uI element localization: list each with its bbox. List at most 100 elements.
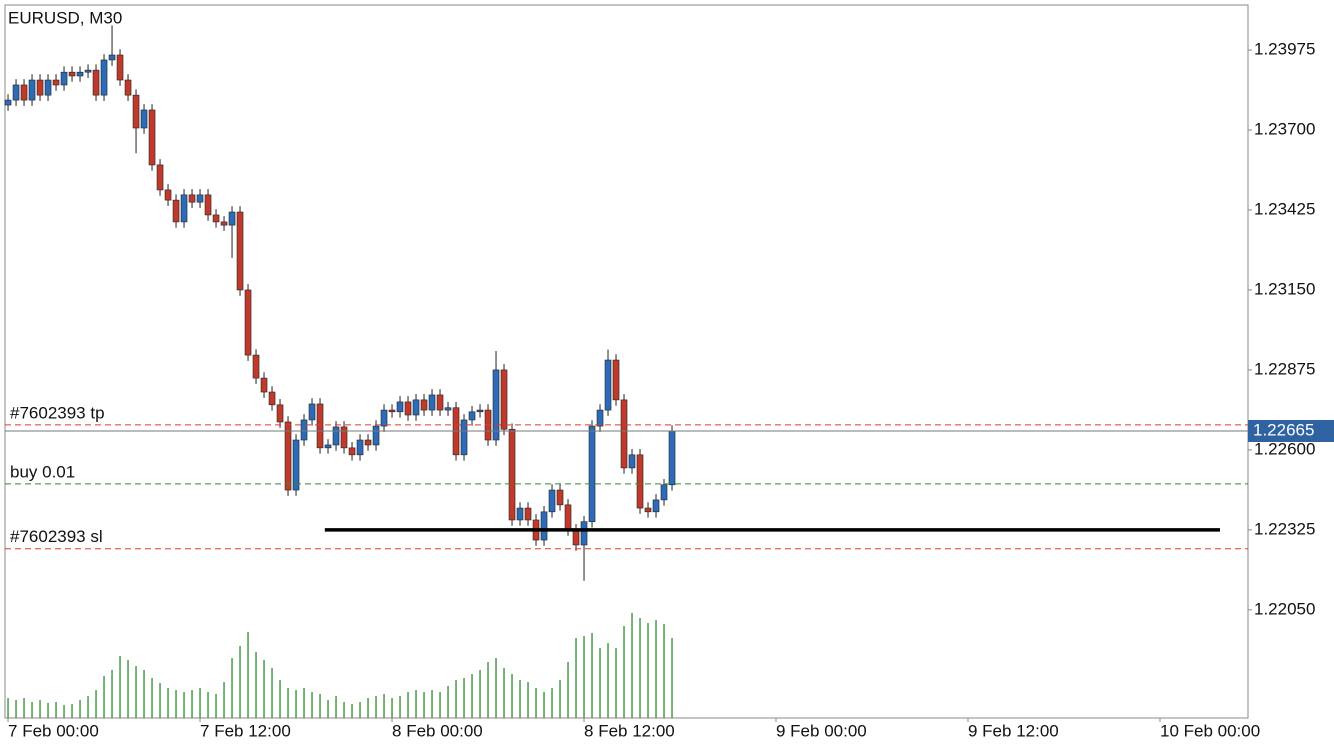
- candle-body: [468, 411, 476, 421]
- candle-body: [220, 221, 228, 226]
- candle-body: [28, 79, 36, 101]
- y-tick-label: 1.23700: [1254, 120, 1315, 139]
- candle-body: [84, 69, 92, 73]
- x-tick-label: 9 Feb 00:00: [776, 721, 867, 740]
- current-price-label: 1.22665: [1253, 420, 1314, 439]
- candle-body: [500, 369, 508, 430]
- candle-body: [300, 419, 308, 441]
- candle-body: [524, 507, 532, 521]
- candle-body: [668, 430, 676, 486]
- y-tick-label: 1.23425: [1254, 199, 1315, 218]
- candle-body: [628, 454, 636, 469]
- candle-body: [620, 399, 628, 469]
- candle-body: [436, 394, 444, 411]
- order-level-label: #7602393 sl: [10, 527, 103, 546]
- candle-body: [396, 401, 404, 413]
- candle-body: [196, 194, 204, 203]
- y-tick-label: 1.23150: [1254, 279, 1315, 298]
- candle-body: [380, 409, 388, 427]
- candle-body: [636, 454, 644, 509]
- candle-body: [164, 189, 172, 201]
- chart-title: EURUSD, M30: [8, 8, 122, 27]
- candle-body: [548, 489, 556, 513]
- candle-body: [564, 504, 572, 531]
- candle-body: [324, 444, 332, 449]
- current-price-box: [1248, 419, 1334, 442]
- x-tick-label: 9 Feb 12:00: [968, 721, 1059, 740]
- candle-body: [228, 211, 236, 226]
- candle-body: [100, 59, 108, 96]
- candle-body: [572, 529, 580, 546]
- candle-body: [148, 109, 156, 166]
- candle-body: [420, 399, 428, 411]
- candle-body: [292, 439, 300, 491]
- candle-body: [76, 71, 84, 77]
- x-tick-label: 8 Feb 12:00: [584, 721, 675, 740]
- candle-body: [116, 54, 124, 81]
- candle-body: [244, 289, 252, 356]
- candle-body: [444, 407, 452, 411]
- candle-body: [308, 403, 316, 421]
- candle-body: [156, 164, 164, 191]
- candle-body: [52, 79, 60, 86]
- plot-frame: [4, 4, 1249, 719]
- candle-body: [252, 354, 260, 379]
- candle-body: [348, 447, 356, 456]
- candle-body: [268, 391, 276, 406]
- candle-body: [652, 499, 660, 513]
- candle-body: [92, 69, 100, 96]
- candle-body: [428, 394, 436, 411]
- candle-body: [260, 377, 268, 393]
- candle-body: [412, 399, 420, 416]
- x-tick-label: 8 Feb 00:00: [392, 721, 483, 740]
- order-level-label: #7602393 tp: [10, 403, 105, 422]
- candle-body: [596, 409, 604, 427]
- candle-body: [68, 71, 76, 77]
- candle-body: [612, 359, 620, 401]
- candle-body: [508, 428, 516, 521]
- candle-body: [188, 194, 196, 203]
- candle-body: [316, 403, 324, 449]
- candle-body: [516, 507, 524, 521]
- candle-body: [604, 359, 612, 411]
- candle-body: [404, 401, 412, 416]
- y-tick-label: 1.22325: [1254, 519, 1315, 538]
- candle-body: [4, 99, 12, 106]
- candle-body: [364, 439, 372, 446]
- candle-body: [124, 79, 132, 96]
- candle-body: [140, 109, 148, 129]
- candle-body: [276, 404, 284, 423]
- candle-body: [20, 84, 28, 101]
- candle-body: [236, 211, 244, 291]
- y-tick-label: 1.22600: [1254, 439, 1315, 458]
- y-tick-label: 1.22050: [1254, 599, 1315, 618]
- candle-body: [284, 421, 292, 491]
- candle-body: [540, 511, 548, 541]
- y-tick-label: 1.22875: [1254, 359, 1315, 378]
- candle-body: [12, 84, 20, 101]
- candle-body: [108, 54, 116, 61]
- y-tick-label: 1.23975: [1254, 40, 1315, 59]
- x-tick-label: 7 Feb 00:00: [8, 721, 99, 740]
- candle-body: [172, 199, 180, 223]
- candle-body: [388, 409, 396, 413]
- candle-body: [44, 79, 52, 96]
- candle-body: [212, 214, 220, 223]
- order-level-label: buy 0.01: [10, 462, 75, 481]
- candle-body: [132, 94, 140, 129]
- candle-body: [556, 489, 564, 506]
- candle-body: [476, 409, 484, 413]
- candle-body: [36, 79, 44, 96]
- candle-body: [660, 484, 668, 501]
- candle-body: [588, 425, 596, 523]
- x-tick-label: 10 Feb 00:00: [1160, 721, 1260, 740]
- candle-body: [340, 426, 348, 449]
- candle-body: [60, 71, 68, 86]
- candle-body: [332, 426, 340, 446]
- x-tick-label: 7 Feb 12:00: [200, 721, 291, 740]
- candle-body: [460, 419, 468, 456]
- candle-body: [372, 425, 380, 446]
- candle-body: [356, 439, 364, 456]
- candle-body: [580, 521, 588, 546]
